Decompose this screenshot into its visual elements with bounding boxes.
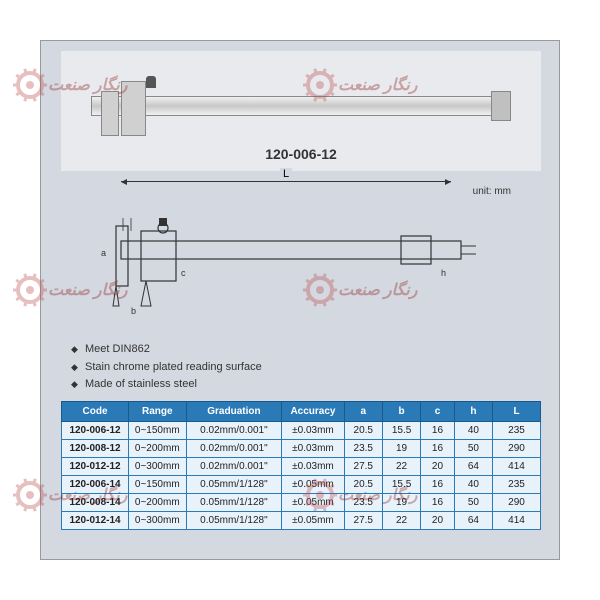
table-cell: 0.02mm/0.001" — [186, 458, 282, 476]
table-cell: 15.5 — [382, 476, 420, 494]
table-cell: ±0.05mm — [282, 494, 344, 512]
table-cell: 0~200mm — [129, 494, 186, 512]
table-row: 120-006-140~150mm0.05mm/1/128"±0.05mm20.… — [62, 476, 541, 494]
note-item: Made of stainless steel — [71, 376, 262, 394]
table-cell: 0~150mm — [129, 476, 186, 494]
svg-text:h: h — [441, 268, 446, 278]
table-header-cell: Accuracy — [282, 402, 344, 422]
table-cell: 120-008-14 — [62, 494, 129, 512]
table-header-cell: a — [344, 402, 382, 422]
table-cell: 16 — [421, 422, 455, 440]
table-cell: 20 — [421, 458, 455, 476]
table-cell: 50 — [454, 440, 492, 458]
table-cell: 0~150mm — [129, 422, 186, 440]
table-cell: 40 — [454, 476, 492, 494]
table-header-cell: b — [382, 402, 420, 422]
table-cell: 16 — [421, 440, 455, 458]
table-body: 120-006-120~150mm0.02mm/0.001"±0.03mm20.… — [62, 422, 541, 530]
table-cell: 40 — [454, 422, 492, 440]
table-cell: 414 — [493, 512, 541, 530]
table-header-row: CodeRangeGraduationAccuracyabchL — [62, 402, 541, 422]
table-row: 120-008-140~200mm0.05mm/1/128"±0.05mm23.… — [62, 494, 541, 512]
table-header-cell: L — [493, 402, 541, 422]
caliper-photo — [91, 81, 511, 131]
table-cell: 20.5 — [344, 422, 382, 440]
table-cell: 120-008-12 — [62, 440, 129, 458]
table-cell: 120-012-12 — [62, 458, 129, 476]
table-cell: 414 — [493, 458, 541, 476]
dimension-diagram: unit: mm L a b c h — [61, 181, 541, 331]
table-cell: 22 — [382, 458, 420, 476]
product-datasheet: 120-006-12 unit: mm L a b c h Meet DIN86… — [40, 40, 560, 560]
table-cell: 0~300mm — [129, 458, 186, 476]
table-cell: 64 — [454, 512, 492, 530]
table-cell: 0.05mm/1/128" — [186, 494, 282, 512]
model-number: 120-006-12 — [61, 146, 541, 162]
table-cell: 23.5 — [344, 494, 382, 512]
table-cell: 120-006-14 — [62, 476, 129, 494]
table-header-cell: c — [421, 402, 455, 422]
table-cell: 15.5 — [382, 422, 420, 440]
table-cell: 0~200mm — [129, 440, 186, 458]
note-item: Stain chrome plated reading surface — [71, 359, 262, 377]
table-cell: 16 — [421, 494, 455, 512]
table-row: 120-008-120~200mm0.02mm/0.001"±0.03mm23.… — [62, 440, 541, 458]
svg-text:b: b — [131, 306, 136, 316]
feature-notes: Meet DIN862 Stain chrome plated reading … — [71, 341, 262, 394]
table-cell: 290 — [493, 440, 541, 458]
note-item: Meet DIN862 — [71, 341, 262, 359]
table-row: 120-012-120~300mm0.02mm/0.001"±0.03mm27.… — [62, 458, 541, 476]
table-cell: 0.05mm/1/128" — [186, 476, 282, 494]
svg-text:a: a — [101, 248, 106, 258]
table-cell: ±0.03mm — [282, 458, 344, 476]
table-cell: 22 — [382, 512, 420, 530]
product-photo-region: 120-006-12 — [61, 51, 541, 171]
table-cell: 0.05mm/1/128" — [186, 512, 282, 530]
table-cell: 19 — [382, 494, 420, 512]
table-cell: 120-012-14 — [62, 512, 129, 530]
table-cell: 235 — [493, 422, 541, 440]
table-cell: 23.5 — [344, 440, 382, 458]
dimension-L: L — [121, 181, 451, 182]
table-cell: 20 — [421, 512, 455, 530]
table-cell: 64 — [454, 458, 492, 476]
caliper-line-drawing: a b c h — [101, 206, 481, 316]
svg-text:c: c — [181, 268, 186, 278]
table-header-cell: h — [454, 402, 492, 422]
table-cell: ±0.03mm — [282, 422, 344, 440]
table-cell: 19 — [382, 440, 420, 458]
table-header-cell: Code — [62, 402, 129, 422]
table-cell: 290 — [493, 494, 541, 512]
table-header-cell: Range — [129, 402, 186, 422]
table-cell: 16 — [421, 476, 455, 494]
table-cell: ±0.05mm — [282, 476, 344, 494]
table-header-cell: Graduation — [186, 402, 282, 422]
table-cell: 235 — [493, 476, 541, 494]
table-cell: 27.5 — [344, 512, 382, 530]
table-row: 120-006-120~150mm0.02mm/0.001"±0.03mm20.… — [62, 422, 541, 440]
table-cell: 27.5 — [344, 458, 382, 476]
table-cell: 20.5 — [344, 476, 382, 494]
table-cell: ±0.05mm — [282, 512, 344, 530]
table-row: 120-012-140~300mm0.05mm/1/128"±0.05mm27.… — [62, 512, 541, 530]
table-cell: 120-006-12 — [62, 422, 129, 440]
table-cell: ±0.03mm — [282, 440, 344, 458]
unit-label: unit: mm — [473, 186, 511, 197]
table-cell: 0~300mm — [129, 512, 186, 530]
table-cell: 0.02mm/0.001" — [186, 422, 282, 440]
specification-table: CodeRangeGraduationAccuracyabchL 120-006… — [61, 401, 541, 530]
table-cell: 50 — [454, 494, 492, 512]
table-cell: 0.02mm/0.001" — [186, 440, 282, 458]
